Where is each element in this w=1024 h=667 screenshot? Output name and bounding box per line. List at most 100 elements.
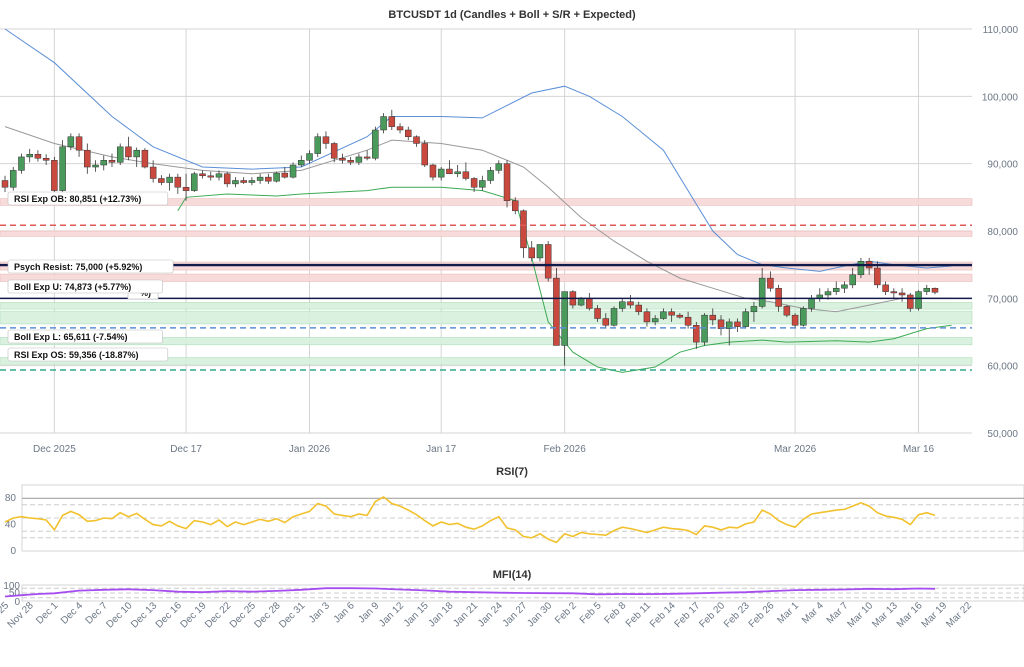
candle <box>396 123 404 134</box>
y-tick-label: 70,000 <box>987 294 1018 305</box>
reference-label: Boll Exp L: 65,611 (-7.54%) <box>7 329 163 344</box>
candle <box>832 281 840 295</box>
candle <box>758 268 766 309</box>
boll-lower-line <box>177 186 952 373</box>
candle-body-down <box>223 173 231 185</box>
candle-body-down <box>405 129 412 137</box>
candle <box>619 298 626 312</box>
candle <box>520 209 527 258</box>
x-tick-label: Dec 2025 <box>33 444 76 455</box>
candle <box>59 140 66 192</box>
candle-body-down <box>512 200 519 212</box>
mfi-x-tick-label: Feb 26 <box>747 600 777 630</box>
candle <box>248 177 256 186</box>
candle-body-down <box>709 314 717 321</box>
candle-body-down <box>783 306 791 316</box>
candle <box>51 156 58 194</box>
bollinger-bands <box>4 28 952 373</box>
candle-body-down <box>34 153 42 159</box>
candle-body-down <box>503 163 511 201</box>
candle-body-down <box>125 146 132 158</box>
candle <box>67 133 75 151</box>
mfi-line <box>4 587 936 598</box>
candle <box>553 268 560 346</box>
candle <box>84 143 91 174</box>
main-title: BTCUSDT 1d (Candles + Boll + S/R + Expec… <box>388 9 636 21</box>
rsi-y-tick-label: 40 <box>5 520 17 531</box>
candle-body-up <box>100 160 108 166</box>
mfi-title: MFI(14) <box>493 569 532 581</box>
x-tick-label: Jan 2026 <box>289 444 331 455</box>
candle-body-down <box>767 277 774 289</box>
candle-body-up <box>215 173 223 178</box>
rsi-panel: 0 40 80 <box>4 484 1024 557</box>
candle <box>322 131 330 149</box>
candle <box>816 288 824 302</box>
mfi-x-tick-label: Dec 25 <box>228 600 258 630</box>
candle <box>363 150 371 161</box>
candle <box>528 241 535 262</box>
candle <box>470 177 478 192</box>
mfi-x-tick-label: Jan 6 <box>332 600 357 625</box>
candle-body-up <box>92 164 99 168</box>
candle <box>380 113 387 134</box>
candle <box>479 175 486 191</box>
reference-label: Psych Resist: 75,000 (+5.92%) <box>7 259 174 274</box>
candle <box>26 148 33 163</box>
candle-body-up <box>857 261 865 276</box>
mfi-x-tick-label: Nov 28 <box>6 600 36 630</box>
candle-body-down <box>182 186 190 191</box>
candle-body-down <box>693 325 700 343</box>
mfi-x-tick-label: Mar 22 <box>944 600 974 630</box>
reference-label-box <box>7 191 169 206</box>
candle-body-down <box>347 160 354 163</box>
candle <box>108 153 116 168</box>
candle <box>437 167 445 181</box>
candle-body-up <box>248 180 256 183</box>
x-tick-label: Mar 2026 <box>774 444 817 455</box>
candle-body-up <box>841 284 848 289</box>
candle-body-up <box>314 136 321 154</box>
candle <box>586 292 593 311</box>
candle <box>355 153 363 166</box>
candle <box>133 147 140 168</box>
candle-body-up <box>67 136 75 148</box>
candle <box>668 308 675 322</box>
candle <box>462 162 470 181</box>
candle <box>240 177 247 184</box>
candle-body-down <box>635 304 642 313</box>
candle <box>232 177 239 188</box>
mfi-x-tick-label: Jan 18 <box>427 600 456 629</box>
candle-body-up <box>256 176 264 181</box>
candle <box>446 160 453 175</box>
candle <box>1 175 9 192</box>
candle-body-up <box>479 180 486 188</box>
candle <box>627 294 634 309</box>
candle-body-up <box>660 311 667 319</box>
candle-body-down <box>528 247 535 259</box>
candle <box>651 315 659 326</box>
candle <box>413 135 420 147</box>
candle-body-up <box>849 274 856 286</box>
candle-body-down <box>322 136 330 144</box>
candle <box>372 126 379 161</box>
candle-body-up <box>9 170 17 188</box>
candle-body-down <box>141 149 149 168</box>
candle-body-up <box>808 298 815 309</box>
candle <box>330 142 338 163</box>
mfi-x-tick-label: Feb 20 <box>697 600 727 630</box>
candle <box>725 318 733 346</box>
candle <box>742 308 749 329</box>
reference-label-text: Boll Exp U: 74,873 (+5.77%) <box>14 282 131 292</box>
mfi-x-tick-label: Jan 15 <box>402 600 431 629</box>
candle-body-up <box>495 163 503 171</box>
candle <box>536 244 544 262</box>
sr-zone <box>0 357 973 365</box>
candle-body-down <box>627 301 634 306</box>
candle-body-up <box>742 311 749 327</box>
candle <box>454 165 461 178</box>
candle <box>890 288 898 299</box>
candle-body-down <box>388 116 396 127</box>
